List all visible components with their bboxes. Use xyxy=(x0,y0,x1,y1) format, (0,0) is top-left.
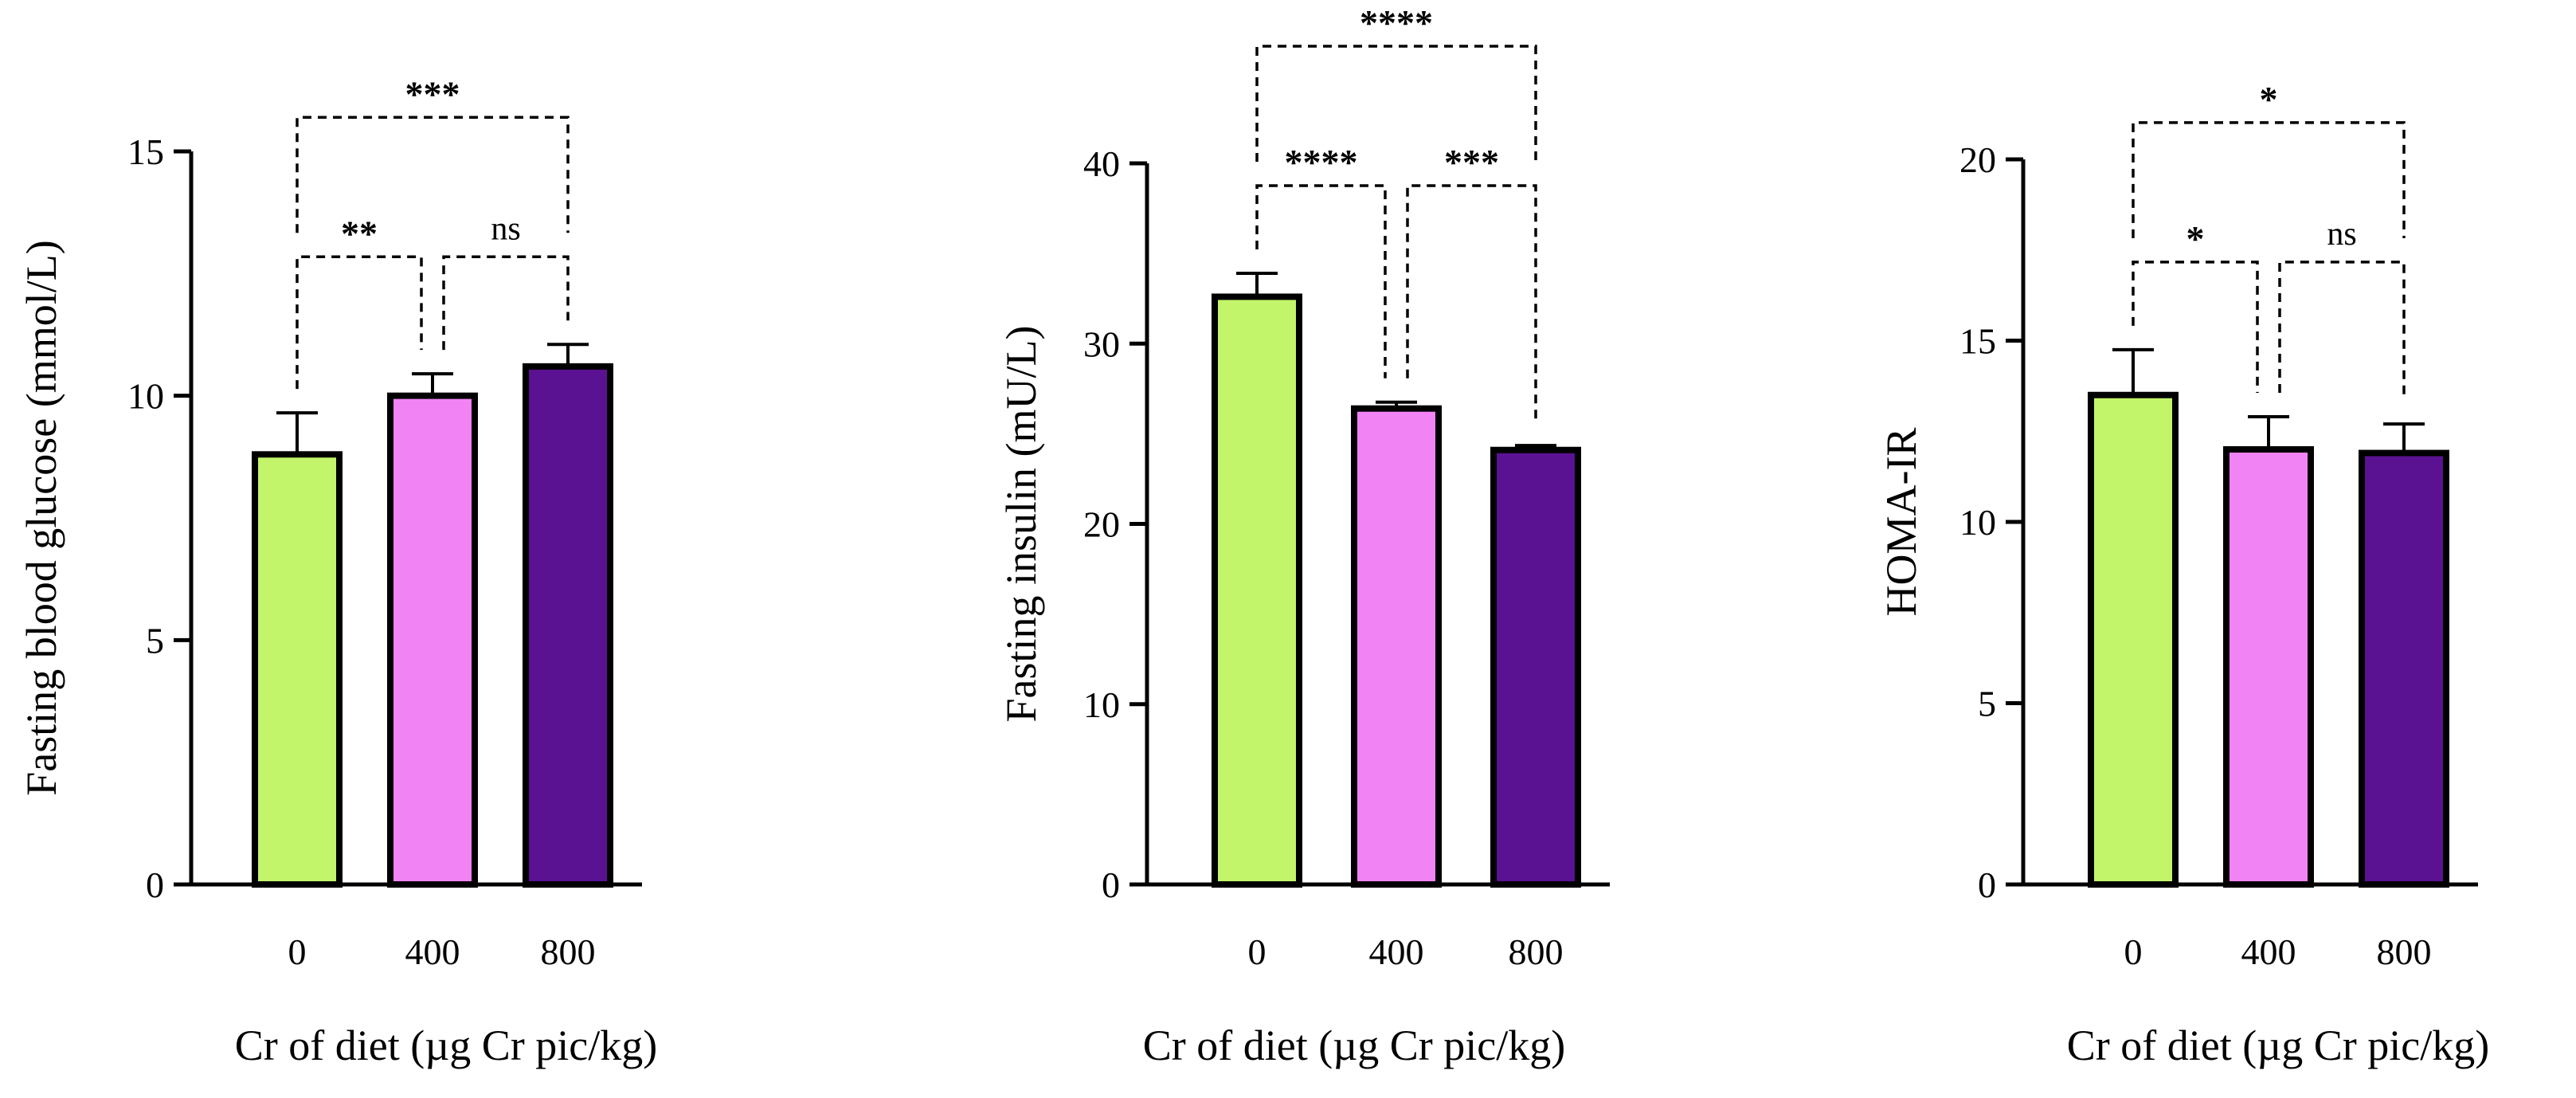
x-tick-label: 0 xyxy=(1248,931,1266,972)
x-tick-label: 400 xyxy=(1369,931,1424,972)
bar-0 xyxy=(1212,293,1302,888)
significance-bracket xyxy=(1255,184,1387,378)
x-axis-label: Cr of diet (µg Cr pic/kg) xyxy=(1143,1022,1566,1069)
x-tick-label: 800 xyxy=(1509,931,1564,972)
significance-label: * xyxy=(2186,218,2205,259)
x-tick-label: 800 xyxy=(2377,931,2432,972)
chart-panel-3: 0 5 10 15 20 0 400 800 Cr of diet (µg Cr pic/kg)… xyxy=(1877,79,2489,1069)
bar-0 xyxy=(252,451,343,888)
x-axis-label: Cr of diet (µg Cr pic/kg) xyxy=(235,1022,658,1069)
bar-400 xyxy=(387,392,478,888)
x-tick-label: 400 xyxy=(405,931,460,972)
x-tick-label: 0 xyxy=(288,931,307,972)
x-tick-label: 0 xyxy=(2124,931,2143,972)
significance-bracket xyxy=(442,255,570,351)
significance-bracket xyxy=(1406,184,1537,422)
x-tick-label: 400 xyxy=(2241,931,2296,972)
y-tick-label: 5 xyxy=(1978,684,1996,724)
x-tick-label: 800 xyxy=(541,931,596,972)
significance-bracket xyxy=(2278,261,2406,401)
significance-label: ns xyxy=(491,210,520,247)
y-tick-label: 10 xyxy=(1083,684,1120,725)
y-tick-label: 15 xyxy=(127,131,164,172)
significance-bracket xyxy=(2132,121,2406,238)
bar-800 xyxy=(523,363,613,888)
bar-400 xyxy=(2223,446,2314,888)
y-tick-label: 40 xyxy=(1083,143,1120,184)
y-tick-label: 0 xyxy=(1978,865,1996,905)
significance-label: *** xyxy=(405,73,460,114)
y-tick-label: 20 xyxy=(1959,139,1996,180)
bar-400 xyxy=(1351,405,1442,888)
significance-label: ns xyxy=(2327,216,2356,253)
x-axis-label: Cr of diet (µg Cr pic/kg) xyxy=(2067,1022,2490,1069)
significance-label: * xyxy=(2260,79,2278,120)
y-tick-label: 15 xyxy=(1959,321,1996,362)
y-axis-label: Fasting blood glucose (mmol/L) xyxy=(18,240,65,795)
chart-panel-1: 0 5 10 15 0 400 800 Cr of diet (µg Cr pic/kg) Fa… xyxy=(18,73,657,1069)
significance-label: ** xyxy=(341,213,378,253)
significance-label: *** xyxy=(1444,142,1499,182)
y-tick-label: 5 xyxy=(146,620,164,661)
significance-label: **** xyxy=(1360,2,1433,43)
significance-bracket xyxy=(296,116,570,233)
significance-bracket xyxy=(296,255,423,390)
bar-800 xyxy=(1490,446,1581,888)
y-tick-label: 30 xyxy=(1083,324,1120,364)
bar-800 xyxy=(2359,449,2449,888)
significance-bracket xyxy=(2132,261,2259,394)
y-tick-label: 10 xyxy=(127,376,164,417)
y-tick-label: 0 xyxy=(1102,865,1120,905)
y-tick-label: 10 xyxy=(1959,502,1996,543)
bar-0 xyxy=(2088,391,2179,888)
y-axis-label: Fasting insulin (mU/L) xyxy=(997,326,1045,723)
y-axis-label: HOMA-IR xyxy=(1877,428,1925,617)
significance-label: **** xyxy=(1285,142,1358,182)
y-tick-label: 0 xyxy=(146,865,164,905)
y-tick-label: 20 xyxy=(1083,504,1120,545)
